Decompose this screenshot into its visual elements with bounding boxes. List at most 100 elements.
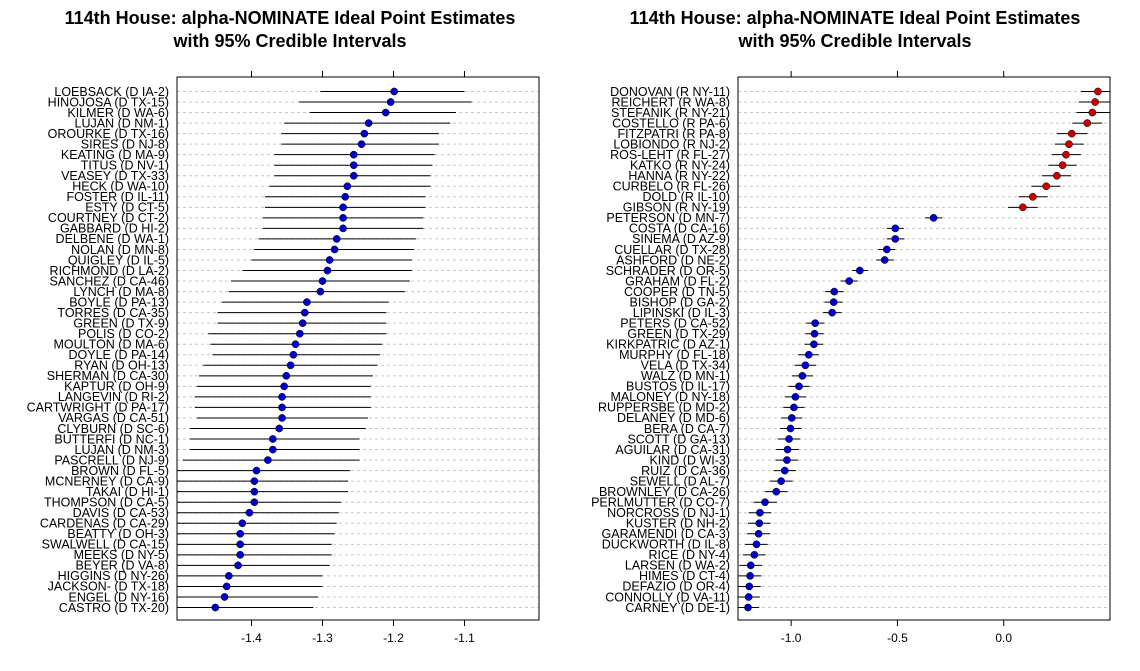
ideal-point-marker (855, 266, 864, 275)
ideal-point-marker (1062, 150, 1070, 159)
ideal-point-marker (1091, 98, 1099, 106)
ideal-point-marker (772, 487, 781, 496)
member-label: DONOVAN (R NY-11) (610, 85, 730, 99)
ideal-point-marker (339, 214, 347, 222)
ideal-point-marker (804, 350, 813, 359)
member-label: BERA (D CA-7) (644, 422, 730, 436)
ideal-point-marker (745, 582, 754, 591)
member-label: MEEKS (D NY-5) (74, 548, 169, 562)
ideal-point-marker (1028, 192, 1037, 201)
ideal-point-marker (339, 203, 347, 212)
member-label: HIMES (D CT-4) (639, 569, 730, 583)
ideal-point-marker (222, 582, 231, 591)
ideal-point-marker (268, 435, 277, 443)
ideal-point-marker (811, 319, 820, 328)
ideal-point-marker (790, 403, 798, 412)
member-label: LARSEN (D WA-2) (625, 559, 730, 573)
ideal-point-marker (746, 561, 755, 570)
ideal-point-marker (278, 403, 286, 412)
ideal-point-marker (761, 498, 769, 507)
ideal-point-marker (332, 235, 341, 243)
ideal-point-marker (845, 277, 854, 285)
member-label: MURPHY (D FL-18) (619, 348, 730, 362)
ideal-point-marker (750, 550, 759, 559)
member-label: BISHOP (D GA-2) (630, 295, 730, 309)
member-label: BROWN (D FL-5) (71, 464, 169, 478)
ideal-point-marker (357, 140, 366, 149)
chart-title-line-1: 114th House: alpha-NOMINATE Ideal Point … (630, 8, 1081, 28)
member-label: MOULTON (D MA-6) (53, 338, 169, 352)
ideal-point-marker (341, 192, 350, 201)
member-label: SWALWELL (D CA-15) (42, 538, 169, 552)
ideal-point-marker (349, 150, 358, 159)
ideal-point-marker (264, 456, 272, 464)
member-label: REICHERT (R WA-8) (611, 95, 730, 109)
member-label: RICE (D NY-4) (649, 548, 731, 562)
ideal-point-marker (386, 98, 395, 106)
ideal-point-marker (343, 182, 352, 191)
ideal-point-marker (1067, 129, 1076, 138)
member-label: CASTRO (D TX-20) (59, 601, 169, 615)
ideal-point-marker (1018, 203, 1027, 212)
member-label: GRAHAM (D FL-2) (625, 274, 730, 288)
member-label: LUJAN (D NM-1) (75, 116, 169, 130)
member-label: MALONEY (D NY-18) (611, 390, 730, 404)
ideal-point-marker (282, 371, 291, 380)
ideal-point-marker (810, 329, 819, 338)
member-label: HANNA (R NY-22) (628, 169, 730, 183)
ideal-point-marker (882, 245, 891, 254)
ideal-point-marker (1053, 171, 1061, 180)
member-label: CARNEY (D DE-1) (625, 601, 730, 615)
member-label: BEYER (D VA-8) (75, 559, 169, 573)
member-label: MCNERNEY (D CA-9) (45, 474, 169, 488)
ideal-point-marker (381, 108, 390, 117)
ideal-point-marker (360, 129, 369, 138)
member-label: BUTTERFI (D NC-1) (54, 432, 169, 446)
member-label: DELANEY (D MD-6) (617, 411, 730, 425)
member-label: HECK (D WA-10) (72, 180, 169, 194)
ideal-point-marker (746, 572, 754, 580)
member-label: THOMPSON (D CA-5) (44, 495, 169, 509)
member-label: DOLD (R IL-10) (642, 190, 730, 204)
ideal-point-marker (224, 572, 233, 580)
ideal-point-marker (880, 256, 889, 264)
member-label: SANCHEZ (D CA-46) (50, 274, 169, 288)
member-label: TAKAI (D HI-1) (86, 485, 169, 499)
chart-title-line-1: 114th House: alpha-NOMINATE Ideal Point … (65, 8, 516, 28)
x-tick-label: -0.5 (887, 631, 908, 645)
member-label: VEASEY (D TX-33) (61, 169, 169, 183)
member-label: CONNOLLY (D VA-11) (605, 590, 730, 604)
member-label: GABBARD (D HI-2) (60, 222, 169, 236)
member-label: TITUS (D NV-1) (81, 159, 169, 173)
ideal-point-marker (286, 361, 295, 370)
ideal-point-marker (829, 298, 838, 306)
ideal-point-marker (275, 424, 284, 433)
member-label: WALZ (D MN-1) (641, 369, 730, 383)
member-label: RUPPERSBE (D MD-2) (598, 401, 730, 415)
member-label: HIGGINS (D NY-26) (58, 569, 169, 583)
member-label: BEATTY (D OH-3) (67, 527, 169, 541)
ideal-point-marker (787, 414, 796, 422)
member-label: POLIS (D CO-2) (78, 327, 169, 341)
ideal-point-marker (236, 550, 245, 559)
member-label: PASCRELL (D NJ-9) (54, 453, 169, 467)
ideal-point-marker (801, 361, 810, 370)
member-label: RYAN (D OH-13) (74, 359, 169, 373)
ideal-point-marker (828, 308, 837, 317)
ideal-point-marker (278, 414, 286, 422)
ideal-point-marker (744, 593, 753, 601)
member-label: LIPINSKI (D IL-3) (633, 306, 730, 320)
member-label: GREEN (D TX-29) (627, 327, 730, 341)
ideal-point-marker (744, 603, 752, 612)
ideal-point-marker (1083, 119, 1092, 127)
member-label: NOLAN (D MN-8) (71, 243, 169, 257)
ideal-point-marker (783, 456, 791, 464)
ideal-point-marker (295, 329, 304, 338)
ideal-point-marker (1094, 87, 1102, 96)
member-label: SHERMAN (D CA-30) (47, 369, 169, 383)
ideal-point-marker (791, 393, 800, 401)
ideal-point-marker (280, 382, 289, 391)
ideal-point-marker (929, 214, 938, 222)
ideal-point-marker (754, 529, 763, 538)
ideal-point-marker (755, 519, 764, 528)
